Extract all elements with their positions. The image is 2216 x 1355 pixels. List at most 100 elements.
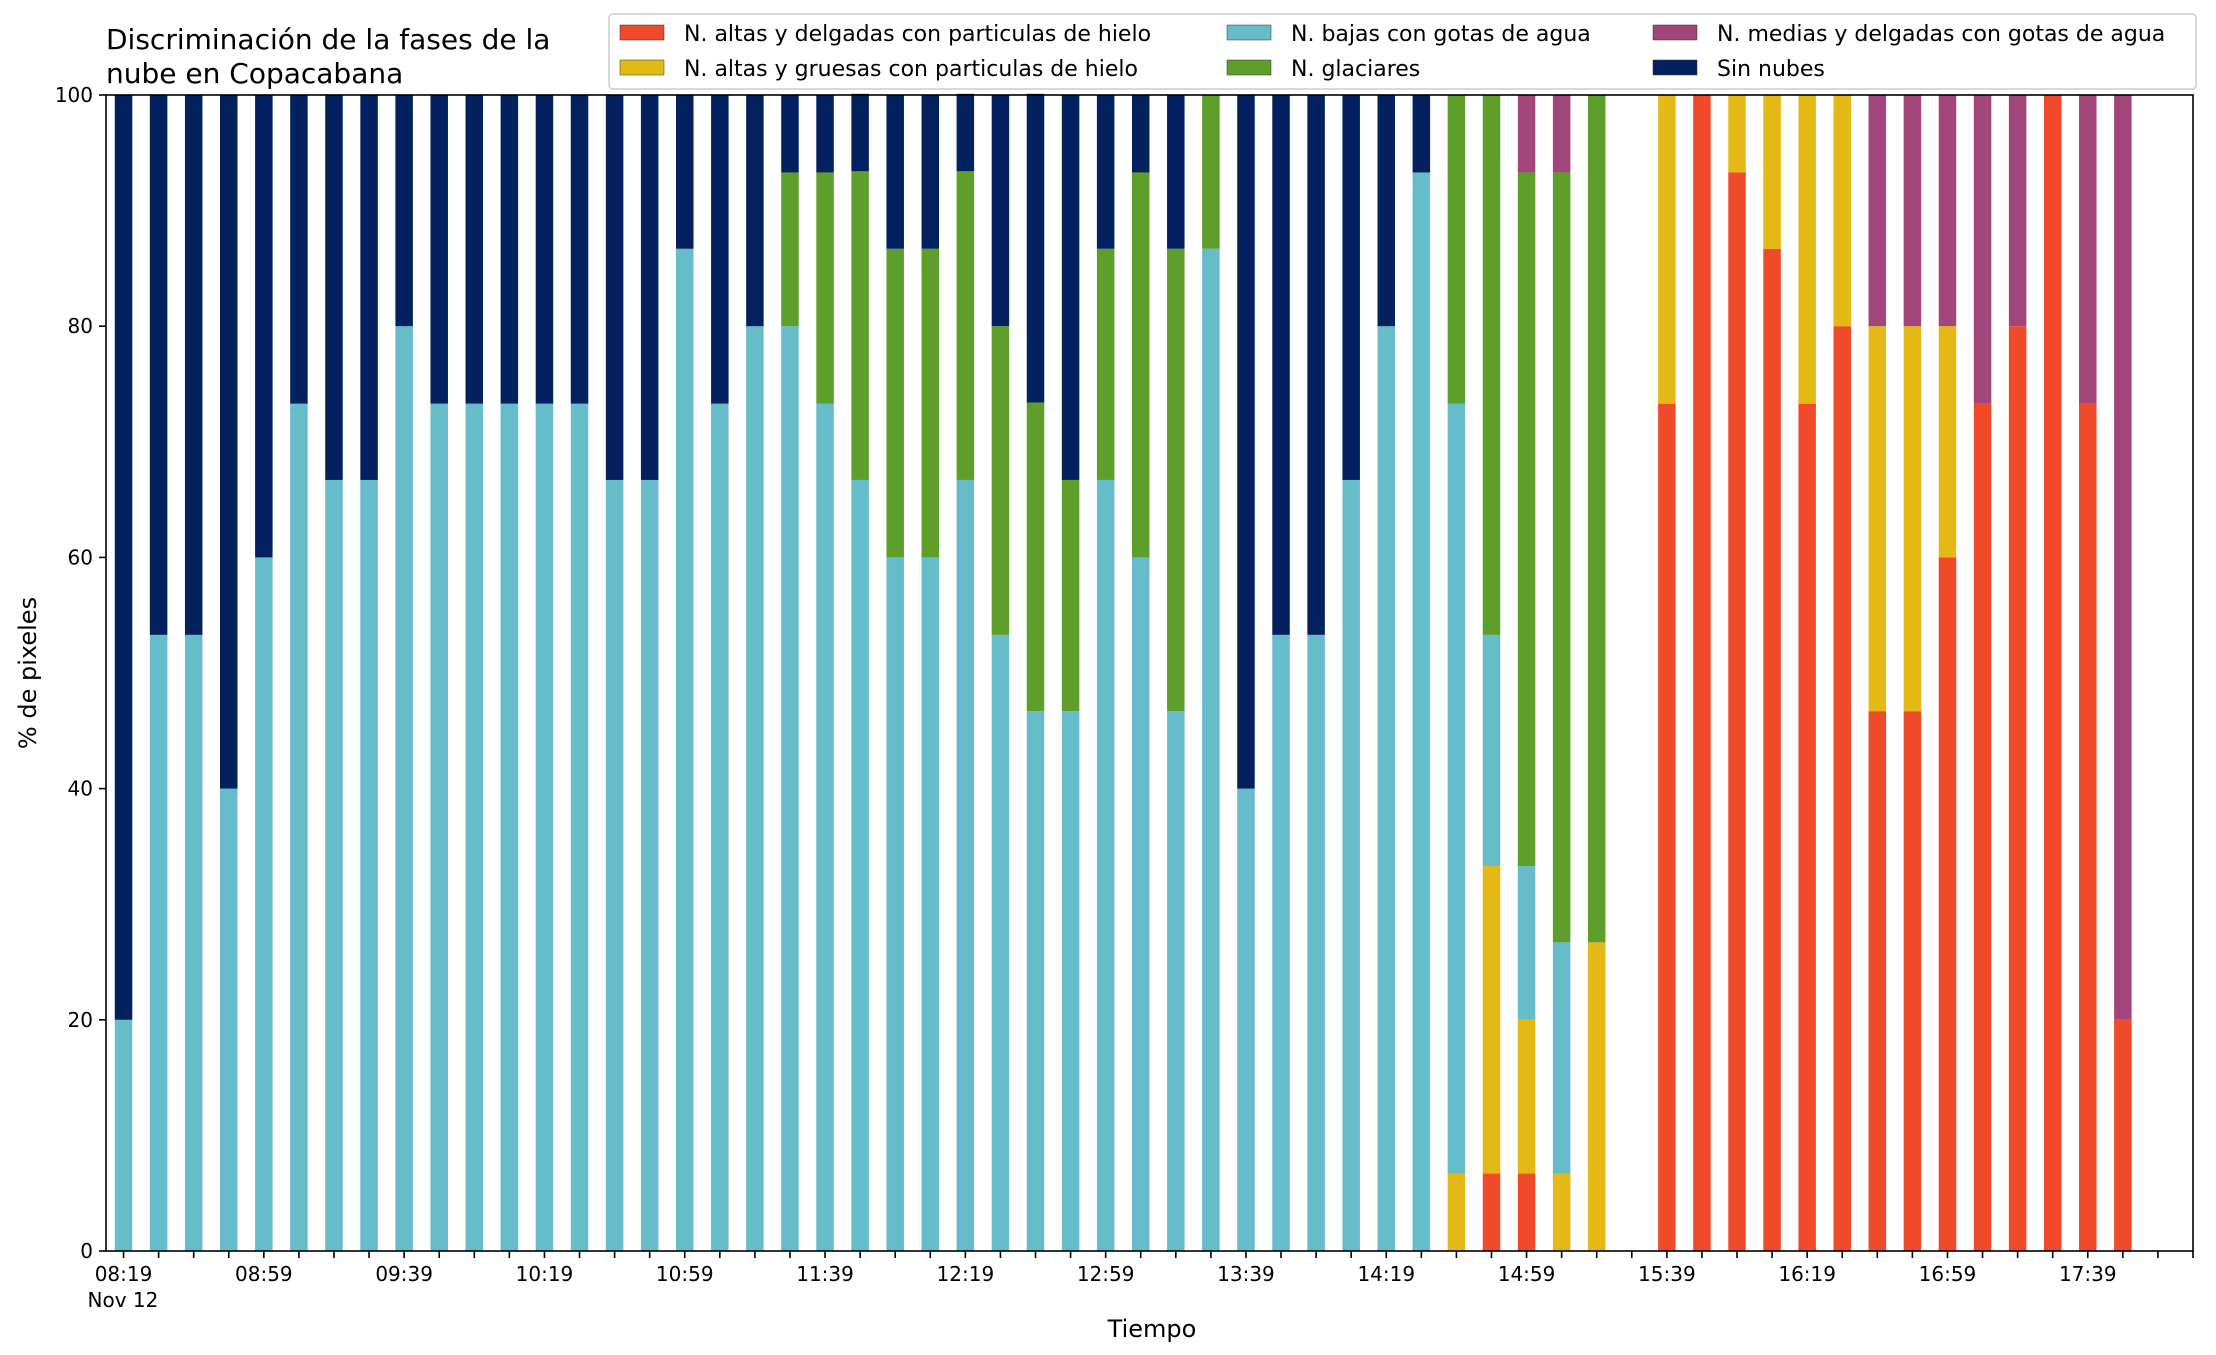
bar-segment-glaciares-1229 xyxy=(992,326,1010,635)
y-tick-label-60: 60 xyxy=(68,545,93,569)
bar-segment-sin-nubes-1359 xyxy=(1307,95,1325,635)
bar-segment-sin-nubes-0919 xyxy=(325,95,343,480)
bar-segment-bajas-0909 xyxy=(290,404,308,1251)
y-tick-label-80: 80 xyxy=(68,314,93,338)
bar-segment-bajas-1149 xyxy=(851,480,869,1251)
bar-segment-bajas-1159 xyxy=(886,557,904,1251)
bar-segment-sin-nubes-1409 xyxy=(1342,95,1360,480)
bar-segment-altas-gruesas-1439 xyxy=(1448,1174,1466,1251)
x-tick-label-1419: 14:19 xyxy=(1357,1262,1415,1286)
bar-segment-sin-nubes-0829 xyxy=(150,95,168,635)
bar-segment-bajas-1219 xyxy=(957,480,975,1251)
bar-segment-sin-nubes-1129 xyxy=(781,95,799,172)
y-axis-label: % de pixeles xyxy=(14,597,42,749)
bar-segment-bajas-1439 xyxy=(1448,404,1466,1174)
bar-segment-glaciares-1149 xyxy=(851,171,869,480)
legend-swatch-glaciares xyxy=(1227,60,1271,75)
bar-segment-sin-nubes-1319 xyxy=(1167,95,1185,249)
x-tick-label-1219: 12:19 xyxy=(937,1262,995,1286)
chart-title-line-2: nube en Copacabana xyxy=(106,57,403,90)
bar-segment-sin-nubes-1149 xyxy=(851,94,869,171)
legend-swatch-altas-gruesas xyxy=(620,60,664,75)
bar-segment-bajas-1349 xyxy=(1272,635,1290,1251)
bar-segment-medias-1709 xyxy=(1974,95,1992,404)
bar-segment-sin-nubes-1229 xyxy=(992,95,1010,326)
bar-segment-sin-nubes-0839 xyxy=(185,95,203,635)
bar-segment-bajas-1259 xyxy=(1097,480,1115,1251)
bar-segment-altas-gruesas-1449 xyxy=(1483,866,1501,1174)
bar-segment-altas-gruesas-1649 xyxy=(1904,326,1922,711)
bar-segment-sin-nubes-0849 xyxy=(220,95,238,789)
bar-segment-sin-nubes-0909 xyxy=(290,95,308,404)
bar-segment-altas-gruesas-1509 xyxy=(1553,1174,1571,1251)
bar-segment-bajas-0839 xyxy=(185,635,203,1251)
x-tick-label-1539: 15:39 xyxy=(1638,1262,1696,1286)
bar-segment-bajas-1459 xyxy=(1518,866,1536,1020)
bar-segment-altas-delgadas-1709 xyxy=(1974,404,1992,1251)
bar-segment-altas-delgadas-1719 xyxy=(2009,326,2027,1251)
bar-segment-glaciares-1219 xyxy=(957,171,975,480)
bar-segment-sin-nubes-1429 xyxy=(1413,95,1431,172)
bar-segment-sin-nubes-1349 xyxy=(1272,95,1290,635)
bar-segment-altas-delgadas-1649 xyxy=(1904,711,1922,1251)
bar-segment-sin-nubes-1309 xyxy=(1132,95,1150,172)
bar-segment-sin-nubes-1249 xyxy=(1062,95,1080,480)
bar-segment-sin-nubes-1139 xyxy=(816,95,834,172)
bar-segment-sin-nubes-0959 xyxy=(466,95,484,404)
x-tick-label-1739: 17:39 xyxy=(2059,1262,2117,1286)
bar-segment-altas-delgadas-1609 xyxy=(1763,249,1781,1251)
bar-segment-glaciares-1439 xyxy=(1448,95,1466,404)
x-tick-label-0819: 08:19 xyxy=(95,1262,153,1286)
bar-segment-bajas-1119 xyxy=(746,326,764,1251)
bar-segment-bajas-1009 xyxy=(501,404,519,1251)
bar-segment-bajas-1139 xyxy=(816,404,834,1251)
x-tick-label-0859: 08:59 xyxy=(235,1262,293,1286)
bar-segment-sin-nubes-1049 xyxy=(641,95,659,480)
bar-segment-bajas-1329 xyxy=(1202,249,1220,1251)
y-tick-label-20: 20 xyxy=(68,1008,93,1032)
bar-segment-sin-nubes-0939 xyxy=(395,95,413,326)
bar-segment-bajas-1319 xyxy=(1167,711,1185,1251)
bar-segment-altas-gruesas-1659 xyxy=(1939,326,1957,557)
bar-segment-medias-1639 xyxy=(1869,95,1887,326)
bar-segment-bajas-0859 xyxy=(255,557,273,1251)
bar-segment-sin-nubes-0949 xyxy=(430,95,448,404)
bar-segment-bajas-1019 xyxy=(536,404,554,1251)
bar-segment-sin-nubes-1339 xyxy=(1237,95,1255,789)
bar-segment-sin-nubes-1209 xyxy=(922,95,940,249)
bar-segment-bajas-1229 xyxy=(992,635,1010,1251)
bar-segment-altas-delgadas-1559 xyxy=(1728,172,1746,1251)
legend-label-bajas: N. bajas con gotas de agua xyxy=(1291,22,1591,47)
legend-label-altas-gruesas: N. altas y gruesas con particulas de hie… xyxy=(684,57,1138,82)
bar-segment-altas-delgadas-1449 xyxy=(1483,1174,1501,1251)
y-tick-label-40: 40 xyxy=(68,777,93,801)
bar-segment-sin-nubes-1009 xyxy=(501,95,519,404)
bar-segment-sin-nubes-1039 xyxy=(606,95,624,480)
legend-swatch-medias xyxy=(1653,25,1697,40)
bar-segment-sin-nubes-1109 xyxy=(711,95,729,404)
bar-segment-altas-delgadas-1739 xyxy=(2079,404,2097,1251)
bar-segment-glaciares-1129 xyxy=(781,172,799,326)
y-tick-label-100: 100 xyxy=(55,83,93,107)
bar-segment-altas-delgadas-1629 xyxy=(1833,326,1851,1251)
bar-segment-glaciares-1249 xyxy=(1062,480,1080,711)
bar-segment-bajas-0819 xyxy=(115,1020,133,1251)
bar-segment-bajas-1029 xyxy=(571,404,589,1251)
bar-segment-bajas-1419 xyxy=(1378,326,1396,1251)
bar-segment-bajas-1359 xyxy=(1307,635,1325,1251)
bar-segment-altas-gruesas-1609 xyxy=(1763,95,1781,249)
bar-segment-altas-gruesas-1459 xyxy=(1518,1020,1536,1174)
bar-segment-sin-nubes-1059 xyxy=(676,95,694,249)
bar-segment-altas-gruesas-1539 xyxy=(1658,95,1676,404)
bar-segment-bajas-1059 xyxy=(676,249,694,1251)
bar-segment-bajas-1409 xyxy=(1342,480,1360,1251)
bar-segment-altas-delgadas-1459 xyxy=(1518,1174,1536,1251)
legend: N. altas y delgadas con particulas de hi… xyxy=(609,14,2196,89)
bar-segment-medias-1659 xyxy=(1939,95,1957,326)
bar-segment-glaciares-1239 xyxy=(1027,403,1045,712)
y-tick-label-0: 0 xyxy=(80,1239,93,1263)
bar-segment-bajas-0849 xyxy=(220,789,238,1251)
bar-segment-altas-gruesas-1519 xyxy=(1588,942,1606,1251)
bar-segment-medias-1459 xyxy=(1518,95,1536,172)
bar-segment-altas-delgadas-1549 xyxy=(1693,95,1711,1251)
